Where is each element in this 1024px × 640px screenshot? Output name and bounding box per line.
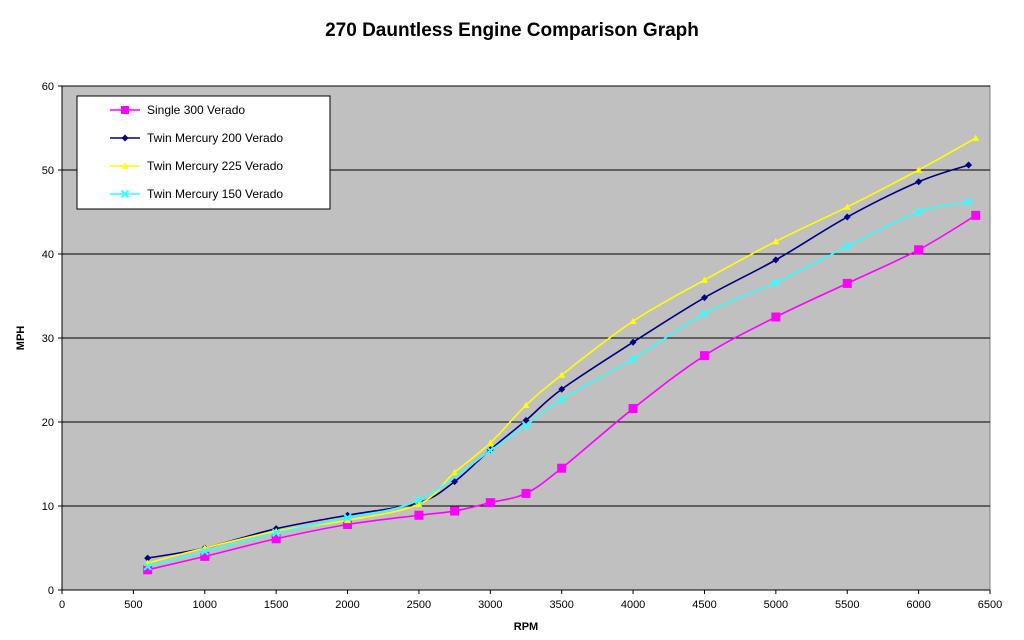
legend: Single 300 Verado Twin Mercury 200 Verado… [76, 95, 331, 210]
data-point-square [143, 565, 153, 575]
legend-label: Twin Mercury 200 Verado [147, 131, 283, 145]
chart-title: 270 Dauntless Engine Comparison Graph [325, 20, 699, 41]
legend-item-2: Twin Mercury 200 Verado [110, 131, 283, 145]
y-tick-label: 30 [42, 333, 54, 345]
data-point-diamond [522, 416, 530, 424]
data-point-diamond [915, 178, 923, 186]
data-point-x [843, 242, 852, 251]
data-point-square [771, 312, 781, 322]
series-layer [143, 134, 981, 575]
data-point-diamond [843, 213, 851, 221]
series-line [147, 201, 969, 568]
data-point-x [414, 495, 424, 505]
data-point-triangle [344, 516, 352, 524]
data-point-square [521, 488, 531, 498]
series-line [147, 214, 977, 571]
series-1 [143, 210, 981, 575]
x-tick-label: 6500 [978, 599, 1002, 611]
data-point-square [699, 351, 709, 361]
x-tick-label: 500 [124, 599, 142, 611]
legend-item-3: Twin Mercury 225 Verado [110, 159, 283, 173]
data-point-x [628, 354, 638, 364]
data-point-square [971, 210, 981, 220]
data-point-x [200, 547, 209, 556]
data-point-square [200, 551, 210, 561]
data-point-square [343, 519, 353, 529]
y-tick-label: 10 [42, 501, 54, 513]
y-axis-title: MPH [15, 326, 27, 351]
data-point-x [143, 562, 152, 571]
legend-label: Twin Mercury 225 Verado [147, 159, 283, 173]
legend-label: Single 300 Verado [147, 103, 245, 117]
x-tick-label: 4000 [621, 599, 645, 611]
data-point-triangle [629, 317, 637, 324]
data-point-x [700, 309, 709, 318]
data-point-triangle [451, 468, 459, 476]
x-tick-label: 3500 [549, 599, 573, 611]
data-point-diamond [121, 134, 129, 142]
legend-item-4: Twin Mercury 150 Verado [110, 187, 283, 201]
x-axis-title: RPM [514, 621, 538, 633]
data-point-diamond [451, 478, 459, 486]
legend-label: Twin Mercury 150 Verado [147, 187, 283, 201]
data-point-x [271, 528, 281, 538]
data-point-square [414, 510, 424, 520]
y-tick-label: 60 [42, 81, 54, 93]
x-tick-label: 6000 [906, 599, 930, 611]
series-line [147, 164, 969, 559]
data-point-x [486, 446, 495, 455]
data-point-square [450, 506, 460, 516]
data-point-diamond [772, 256, 780, 264]
data-point-triangle [558, 371, 566, 378]
legend-item-1: Single 300 Verado [110, 103, 245, 117]
data-point-square [485, 498, 495, 508]
data-point-square [557, 463, 567, 473]
data-point-diamond [965, 161, 973, 169]
x-tick-label: 1000 [193, 599, 217, 611]
x-tick-label: 3000 [478, 599, 502, 611]
data-point-diamond [629, 338, 637, 346]
x-tick-label: 0 [59, 599, 65, 611]
data-point-triangle [972, 134, 980, 141]
data-point-triangle [843, 203, 851, 210]
legend-box [76, 95, 331, 210]
data-point-triangle [486, 439, 494, 446]
data-point-x [557, 395, 566, 404]
data-point-x [964, 197, 973, 207]
axes: 0 10 20 30 40 50 60 0 500 1000 1500 2000 2500 3000 350… [42, 81, 1002, 611]
data-point-diamond [700, 294, 708, 302]
data-point-triangle [121, 162, 129, 169]
data-point-triangle [915, 166, 923, 173]
y-tick-label: 50 [42, 165, 54, 177]
data-point-square [121, 106, 129, 114]
data-point-square [628, 404, 638, 414]
data-point-triangle [522, 401, 530, 408]
x-tick-label: 4500 [692, 599, 716, 611]
y-tick-label: 0 [48, 585, 54, 597]
data-point-triangle [415, 500, 423, 508]
data-point-x [343, 513, 352, 522]
data-point-square [914, 245, 924, 255]
series-4 [143, 197, 973, 571]
x-tick-label: 2500 [407, 599, 431, 611]
x-tick-label: 1500 [264, 599, 288, 611]
data-point-x [914, 207, 923, 217]
data-point-x [120, 189, 130, 199]
data-point-triangle [700, 276, 708, 283]
x-tick-label: 5000 [764, 599, 788, 611]
data-point-triangle [772, 237, 780, 245]
data-point-diamond [144, 554, 152, 562]
data-point-x [521, 421, 531, 430]
data-point-diamond [558, 385, 566, 393]
x-tick-label: 5500 [835, 599, 859, 611]
data-point-square [842, 278, 852, 288]
y-tick-label: 40 [42, 249, 54, 261]
data-point-x [771, 278, 781, 287]
y-tick-label: 20 [42, 417, 54, 429]
data-point-square [271, 534, 281, 544]
x-tick-label: 2000 [335, 599, 359, 611]
